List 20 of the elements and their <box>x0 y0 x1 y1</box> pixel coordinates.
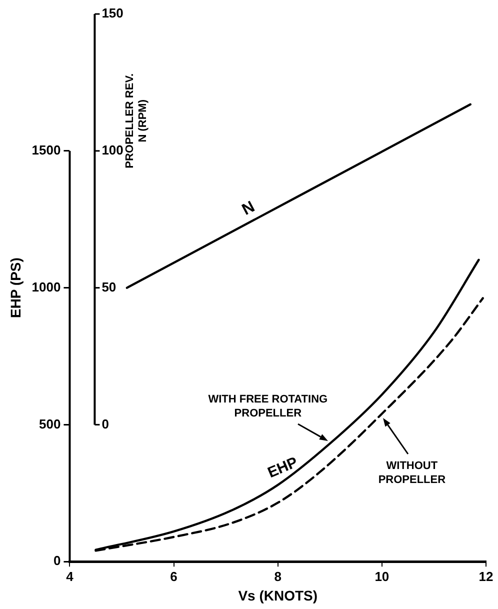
x-tick-label: 12 <box>478 568 494 584</box>
annotation: EHP <box>265 454 300 482</box>
y2-tick-label: 100 <box>102 142 124 158</box>
y2-tick-label: 150 <box>102 6 124 21</box>
y-axis-title: EHP (PS) <box>7 258 24 318</box>
y-tick-label: 500 <box>39 416 61 432</box>
y2-tick-label: 50 <box>102 279 116 294</box>
x-tick-label: 10 <box>374 568 390 584</box>
x-tick-label: 6 <box>170 568 178 584</box>
x-tick-label: 8 <box>274 568 282 584</box>
text: WITHOUT PROPELLER <box>378 460 446 486</box>
x-tick-label: 4 <box>66 568 74 584</box>
x-axis-title: Vs (KNOTS) <box>238 587 318 604</box>
text: N <box>240 198 258 219</box>
y-tick-label: 1000 <box>32 279 61 294</box>
y2-axis-title: PROPELLER REV. N (RPM) <box>124 73 150 168</box>
y-tick-label: 0 <box>53 553 61 568</box>
y-tick-label: 1500 <box>32 142 61 158</box>
y2-tick-label: 0 <box>102 416 109 432</box>
series-label: WITH FREE ROTATING PROPELLER <box>208 394 328 420</box>
